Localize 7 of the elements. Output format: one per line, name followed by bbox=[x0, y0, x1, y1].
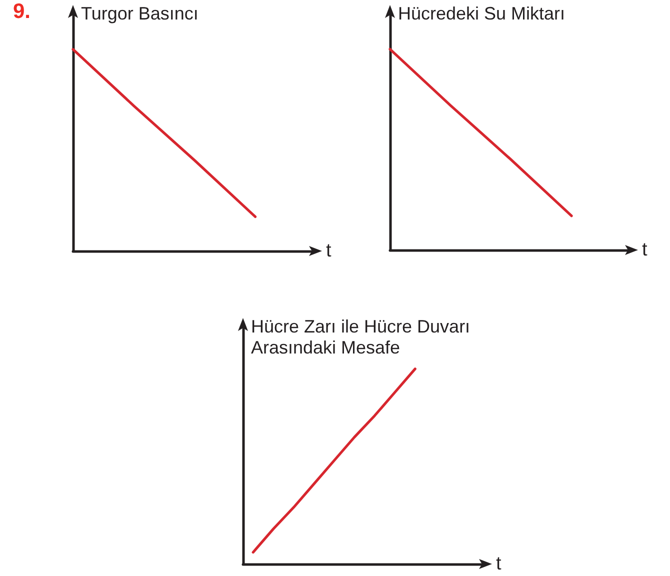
x-axis-title: t bbox=[326, 240, 332, 262]
text: 9. bbox=[13, 0, 31, 23]
x-axis-title: t bbox=[642, 240, 648, 260]
y-axis-title: Hücredeki Su Miktarı bbox=[398, 4, 566, 24]
x-axis-title: t bbox=[496, 554, 502, 574]
y-axis-title: Hücre Zarı ile Hücre Duvarı Arasındaki Mesafe bbox=[251, 316, 470, 358]
y-axis-title: Turgor Basıncı bbox=[81, 4, 198, 24]
